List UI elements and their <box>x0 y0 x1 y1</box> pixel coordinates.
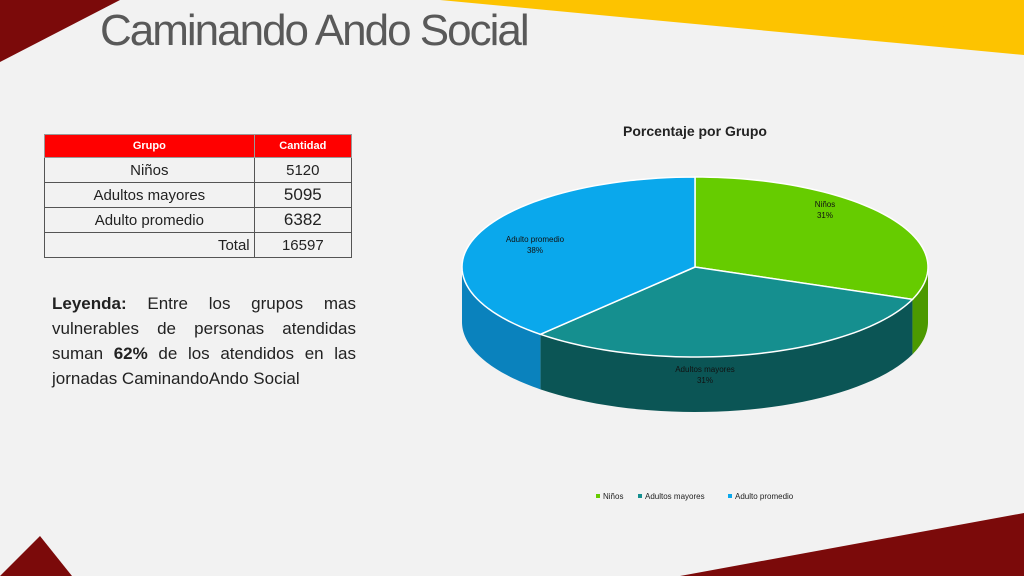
slice-percent: 31% <box>697 376 713 385</box>
data-table: Grupo Cantidad Niños 5120 Adultos mayores 5… <box>44 134 353 258</box>
bottom-left-triangle <box>0 536 72 576</box>
header-grupo: Grupo <box>44 134 255 158</box>
cell: 5095 <box>253 182 353 208</box>
slice-label: Adultos mayores <box>675 365 735 374</box>
legend-label: Leyenda: <box>52 294 127 313</box>
legend-entry: Niños <box>603 492 623 501</box>
cell: 16597 <box>253 232 353 258</box>
cell: Adulto promedio <box>44 207 255 233</box>
chart-title: Porcentaje por Grupo <box>623 123 767 139</box>
pie-slice-1 <box>538 266 915 358</box>
legend-entry: Adultos mayores <box>645 492 705 501</box>
legend-swatch <box>728 494 732 498</box>
table-row: Adulto promedio 6382 <box>44 207 353 233</box>
top-left-triangle <box>0 0 120 62</box>
legend-highlight: 62% <box>113 344 148 363</box>
cell: Adultos mayores <box>44 182 255 208</box>
slice-label: Adulto promedio <box>506 235 565 244</box>
top-right-band-2 <box>820 0 1024 55</box>
slice-percent: 38% <box>527 246 543 255</box>
pie-slice-2 <box>461 176 696 336</box>
bottom-right-band <box>680 513 1024 576</box>
legend-entry: Adulto promedio <box>735 492 794 501</box>
header-cantidad: Cantidad <box>253 134 353 158</box>
page-title: Caminando Ando Social <box>100 6 530 55</box>
pie-side-0 <box>912 267 928 355</box>
pie-side-1 <box>540 299 913 412</box>
cell: 6382 <box>253 207 353 233</box>
top-right-band <box>440 0 1024 55</box>
slice-label: Niños <box>815 200 835 209</box>
legend-text: Entre los grupos mas vulnerables de pers… <box>52 294 356 363</box>
legend-swatch <box>638 494 642 498</box>
legend-swatch <box>596 494 600 498</box>
legend-text: de los atendidos en las jornadas Caminan… <box>52 344 357 388</box>
pie-side-2 <box>462 267 541 390</box>
legend-paragraph: Leyenda: Entre los grupos mas vulnerable… <box>52 291 356 391</box>
table-total-row: Total 16597 <box>44 232 353 258</box>
pie-slice-0 <box>694 176 929 301</box>
table-row: Adultos mayores 5095 <box>44 182 353 208</box>
table-header: Grupo Cantidad <box>44 134 353 158</box>
slice-percent: 31% <box>817 211 833 220</box>
